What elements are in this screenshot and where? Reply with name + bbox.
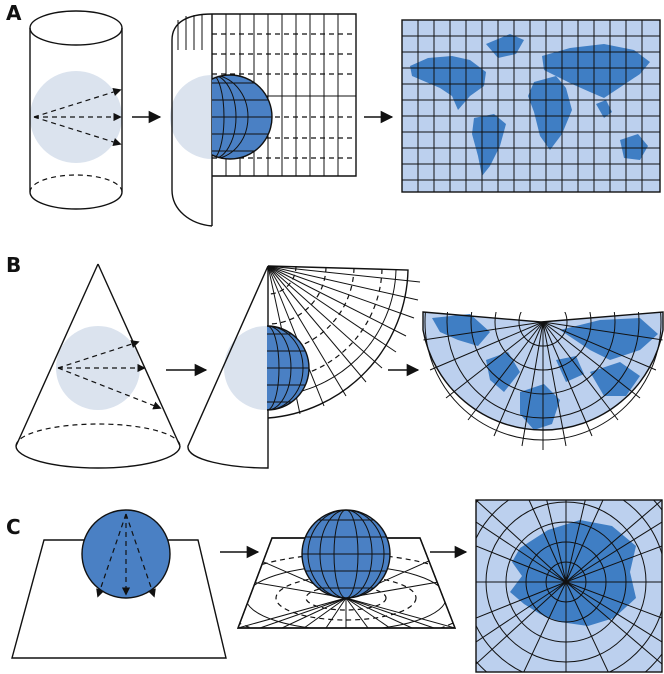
cone-projection-setup: [15, 263, 181, 469]
fan-graticule: [423, 312, 663, 450]
antarctica: [510, 520, 636, 626]
azimuthal-polar-map: [475, 499, 663, 673]
panel-c: C: [6, 499, 663, 673]
cylindrical-world-map: [401, 19, 661, 193]
polar-graticule: [476, 500, 662, 672]
projection-ray: [33, 88, 122, 118]
conic-world-map: [422, 311, 664, 450]
projection-ray: [33, 116, 122, 146]
graticule-parallels: [212, 33, 356, 159]
panel-label-a: A: [6, 1, 22, 25]
globe-half: [267, 325, 310, 411]
cone-unrolling: [187, 265, 421, 469]
panel-b: B: [6, 253, 664, 469]
projection-ray: [125, 513, 156, 598]
azimuthal-projection-setup: [11, 509, 227, 659]
cylinder-unrolling: [170, 13, 357, 227]
panel-a: A: [6, 1, 661, 227]
map-grid: [402, 20, 660, 192]
ghost-globe: [30, 71, 122, 163]
cylinder-projection-setup: [29, 10, 123, 210]
projection-ray: [96, 513, 127, 598]
panel-label-b: B: [6, 253, 21, 277]
globe: [301, 509, 391, 599]
globe-half: [212, 74, 273, 160]
panel-label-c: C: [6, 515, 21, 539]
projection-ray: [57, 367, 162, 410]
azimuthal-plane: [236, 509, 457, 629]
